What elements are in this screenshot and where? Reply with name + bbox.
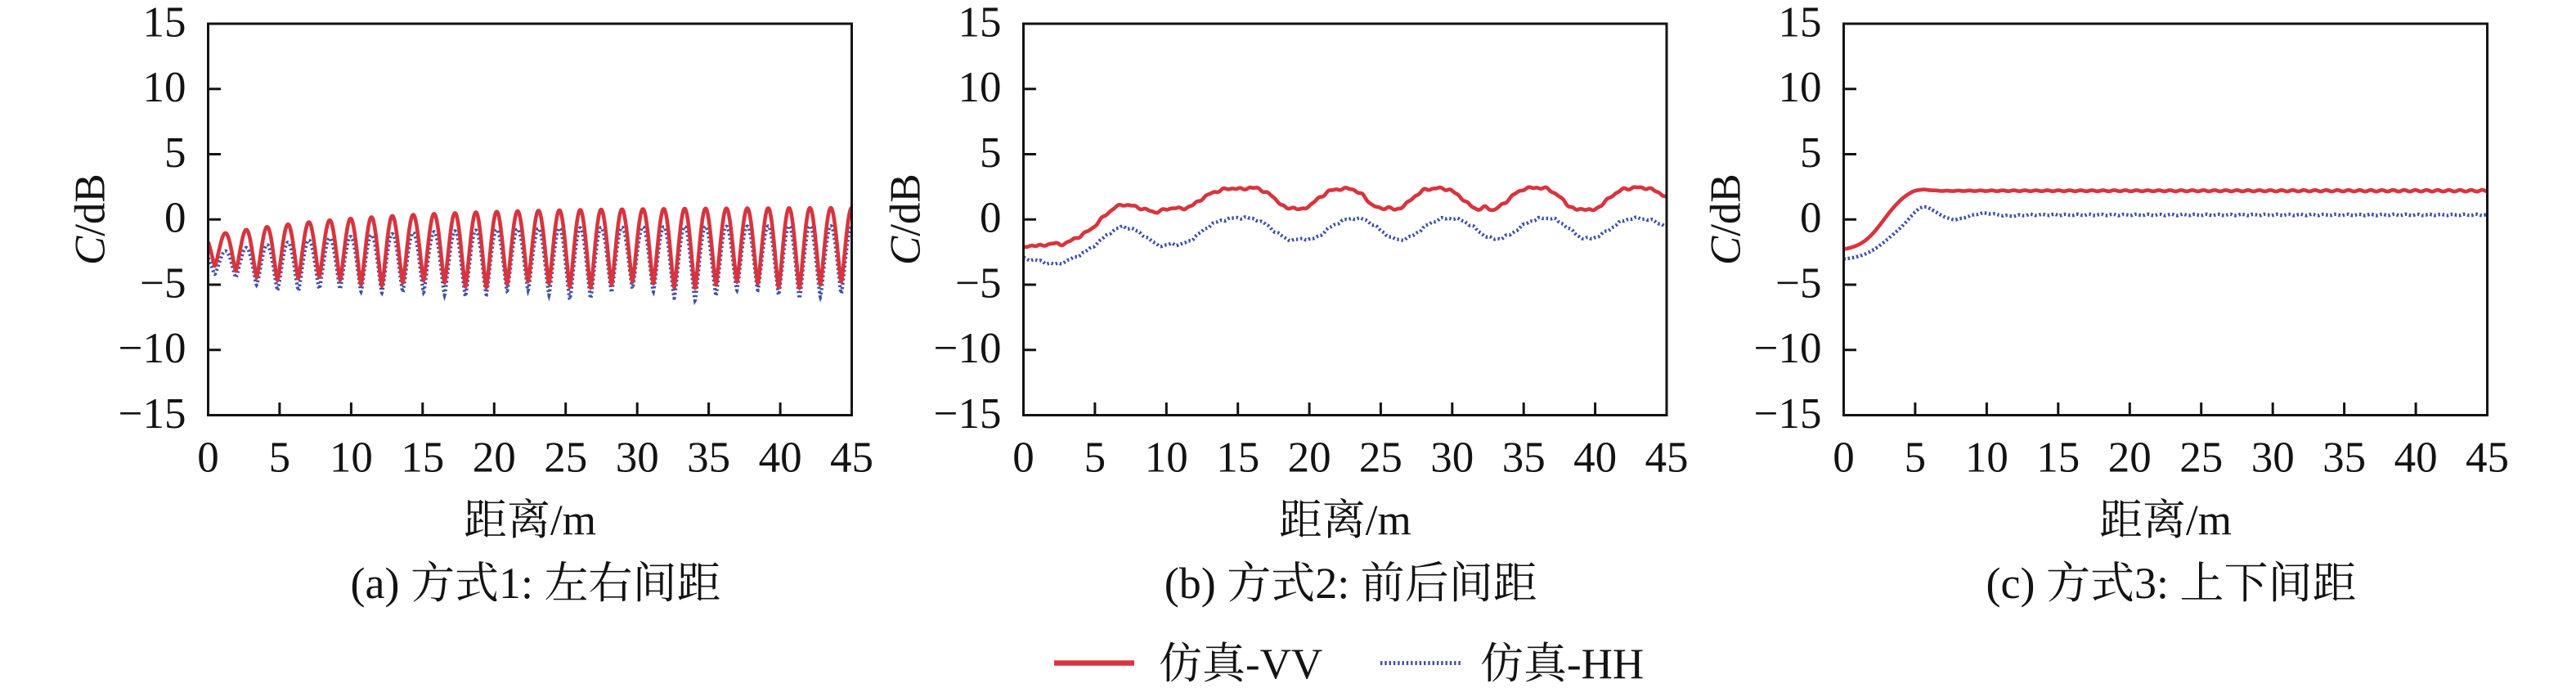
svg-text:15: 15 [1779, 0, 1822, 46]
svg-text:0: 0 [1012, 434, 1034, 481]
svg-text:/m: /m [550, 497, 596, 545]
svg-text:−10: −10 [934, 325, 1002, 372]
svg-text:C/dB: C/dB [67, 173, 114, 265]
svg-text:5: 5 [1084, 434, 1106, 481]
svg-text:(b): (b) [1165, 559, 1227, 608]
svg-text:30: 30 [2251, 434, 2295, 481]
svg-text:35: 35 [687, 434, 730, 481]
svg-text:35: 35 [1502, 434, 1546, 481]
svg-text:15: 15 [958, 0, 1002, 46]
svg-text:15: 15 [2036, 434, 2080, 481]
svg-text:2:: 2: [1315, 559, 1361, 608]
svg-text:15: 15 [143, 0, 186, 46]
svg-text:5: 5 [1800, 129, 1822, 177]
svg-text:5: 5 [164, 129, 186, 177]
svg-text:45: 45 [830, 434, 873, 481]
svg-text:-HH: -HH [1567, 641, 1644, 688]
svg-text:−5: −5 [140, 259, 186, 307]
svg-text:−10: −10 [119, 325, 186, 372]
svg-text:−15: −15 [1754, 390, 1822, 438]
svg-text:10: 10 [330, 434, 373, 481]
svg-text:−5: −5 [955, 259, 1001, 307]
svg-text:30: 30 [616, 434, 659, 481]
svg-text:10: 10 [1779, 64, 1822, 111]
svg-text:25: 25 [544, 434, 587, 481]
svg-text:0: 0 [1833, 434, 1855, 481]
svg-text:20: 20 [2108, 434, 2152, 481]
svg-text:5: 5 [1905, 434, 1927, 481]
svg-text:5: 5 [980, 129, 1002, 177]
svg-text:-VV: -VV [1245, 641, 1322, 688]
svg-text:0: 0 [1800, 195, 1822, 242]
svg-text:20: 20 [473, 434, 516, 481]
svg-text:0: 0 [980, 195, 1002, 242]
svg-text:10: 10 [1965, 434, 2008, 481]
svg-text:C/dB: C/dB [882, 173, 930, 265]
svg-text:25: 25 [2179, 434, 2223, 481]
svg-text:40: 40 [2394, 434, 2438, 481]
svg-text:(c): (c) [1986, 559, 2046, 608]
svg-text:25: 25 [1359, 434, 1402, 481]
svg-text:45: 45 [1645, 434, 1689, 481]
svg-text:0: 0 [197, 434, 219, 481]
svg-text:−10: −10 [1754, 325, 1822, 372]
svg-text:10: 10 [1145, 434, 1188, 481]
svg-text:1:: 1: [499, 559, 545, 608]
svg-text:0: 0 [164, 195, 186, 242]
svg-text:/m: /m [2186, 497, 2232, 545]
svg-text:−15: −15 [119, 390, 186, 438]
svg-text:3:: 3: [2134, 559, 2180, 608]
svg-text:20: 20 [1288, 434, 1331, 481]
svg-text:30: 30 [1430, 434, 1474, 481]
svg-text:40: 40 [1573, 434, 1617, 481]
svg-text:35: 35 [2322, 434, 2366, 481]
svg-text:10: 10 [958, 64, 1002, 111]
svg-text:(a): (a) [351, 559, 411, 608]
svg-text:−5: −5 [1775, 259, 1821, 307]
svg-text:15: 15 [401, 434, 444, 481]
svg-text:−15: −15 [934, 390, 1002, 438]
svg-text:40: 40 [759, 434, 802, 481]
svg-text:45: 45 [2466, 434, 2509, 481]
svg-text:15: 15 [1216, 434, 1259, 481]
svg-text:C/dB: C/dB [1703, 173, 1750, 265]
svg-text:10: 10 [143, 64, 186, 111]
svg-text:/m: /m [1366, 497, 1411, 545]
svg-text:5: 5 [269, 434, 291, 481]
